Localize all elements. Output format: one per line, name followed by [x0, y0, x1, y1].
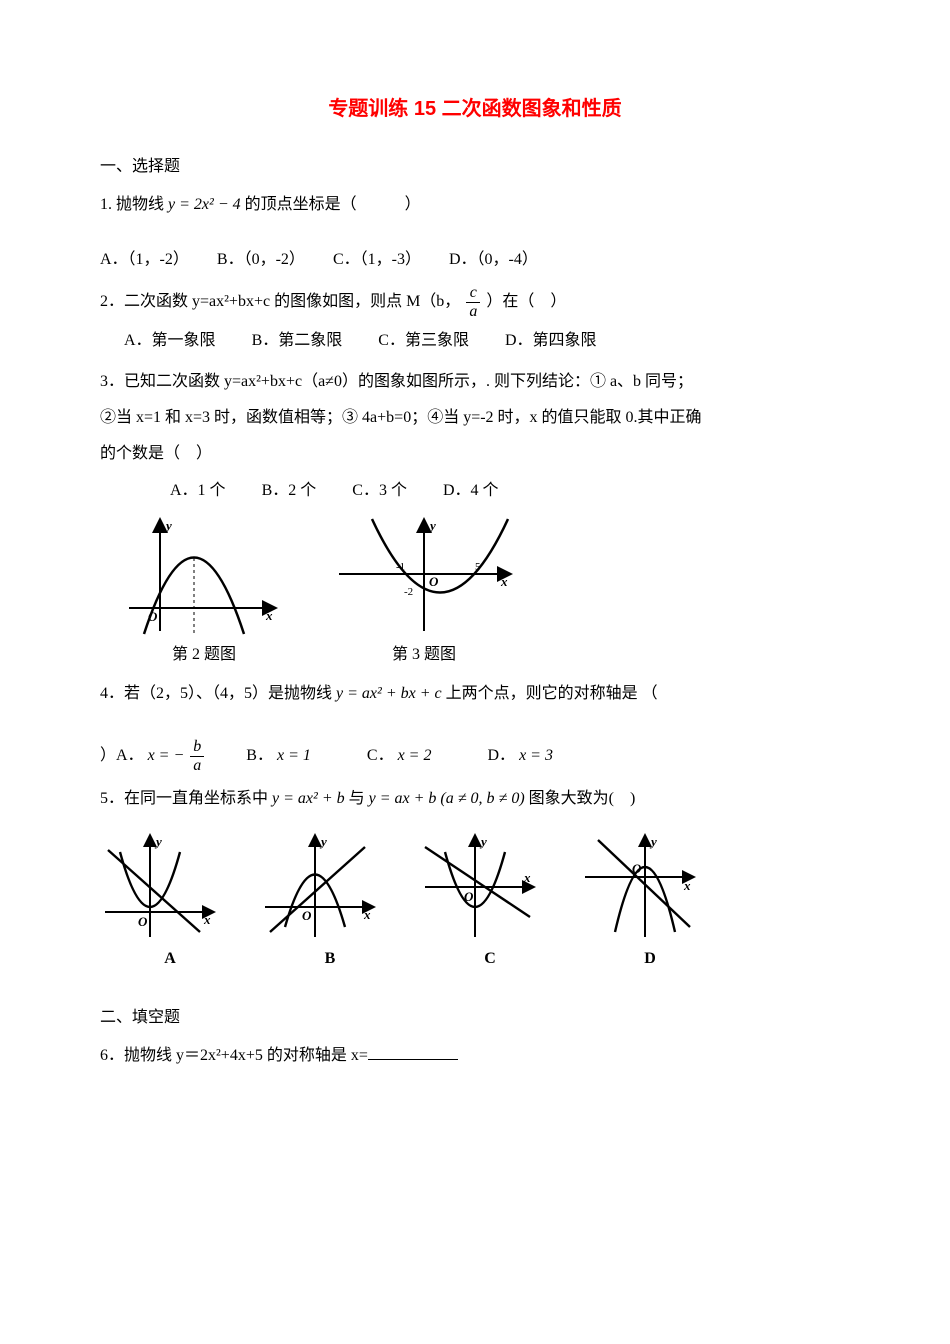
q5-b-label: B: [260, 944, 400, 974]
svg-text:x: x: [683, 878, 691, 893]
q4-line2-pre: ）A．: [100, 747, 144, 764]
q5-stem-pre: 5．在同一直角坐标系中: [100, 790, 272, 807]
svg-text:O: O: [429, 574, 439, 589]
q1-choices: A．（1，-2） B．（0，-2） C．（1，-3） D．（0，-4）: [100, 245, 850, 275]
svg-text:5: 5: [475, 561, 481, 573]
fig2-caption: 第 2 题图: [124, 640, 284, 670]
q1-choice-d: D．（0，-4）: [449, 251, 538, 268]
q1-choice-c: C．（1，-3）: [333, 251, 413, 268]
q4-a-frac-num: b: [190, 739, 204, 757]
svg-text:x: x: [500, 574, 508, 589]
q1-choice-a: A．（1，-2）: [100, 251, 181, 268]
question-6: 6．抛物线 y＝2x²+4x+5 的对称轴是 x=: [100, 1041, 850, 1071]
section-1-heading: 一、选择题: [100, 152, 850, 182]
svg-text:O: O: [302, 908, 312, 923]
svg-text:y: y: [154, 834, 162, 849]
svg-text:O: O: [138, 914, 148, 929]
q5-option-d: y x O D: [580, 832, 720, 974]
q4-formula: y = ax² + bx + c: [336, 685, 442, 702]
q2-choices: A．第一象限 B．第二象限 C．第三象限 D．第四象限: [100, 326, 850, 356]
question-5: 5．在同一直角坐标系中 y = ax² + b 与 y = ax + b (a …: [100, 784, 850, 814]
q2-choice-d: D．第四象限: [505, 332, 597, 349]
q2-stem-post: ）在（ ）: [486, 293, 566, 310]
svg-text:y: y: [164, 518, 172, 533]
fig3-caption: 第 3 题图: [334, 640, 514, 670]
question-3-line2: ②当 x=1 和 x=3 时，函数值相等；③ 4a+b=0；④当 y=-2 时，…: [100, 403, 850, 433]
q5-option-c: y x O C: [420, 832, 560, 974]
svg-text:y: y: [479, 834, 487, 849]
q4-a-fraction: b a: [190, 739, 204, 774]
figure-q3: y x O -1 5 -2: [334, 516, 514, 636]
q6-stem: 6．抛物线 y＝2x²+4x+5 的对称轴是 x=: [100, 1047, 368, 1064]
svg-text:x: x: [203, 912, 211, 927]
q4-choice-d-label: D．: [488, 747, 516, 764]
figure-q2: y x O: [124, 516, 284, 636]
svg-text:O: O: [464, 889, 474, 904]
svg-text:x: x: [523, 870, 531, 885]
question-3-line3: 的个数是（ ）: [100, 439, 850, 469]
q1-stem-post: 的顶点坐标是（ ）: [245, 196, 421, 213]
q5-mid: 与: [349, 790, 369, 807]
q4-a-formula-pre: x = −: [148, 747, 185, 764]
q4-d-formula: x = 3: [519, 747, 553, 764]
q2-frac-den: a: [466, 303, 480, 320]
page-title: 专题训练 15 二次函数图象和性质: [100, 90, 850, 128]
svg-text:y: y: [428, 518, 436, 533]
q1-choice-b: B．（0，-2）: [217, 251, 297, 268]
question-4: 4．若（2，5）、（4，5）是抛物线 y = ax² + bx + c 上两个点…: [100, 679, 850, 709]
section-2-heading: 二、填空题: [100, 1003, 850, 1033]
q3-choice-d: D．4 个: [443, 482, 499, 499]
q2-choice-a: A．第一象限: [124, 332, 216, 349]
q4-b-formula: x = 1: [277, 747, 311, 764]
question-3-line1: 3．已知二次函数 y=ax²+bx+c（a≠0）的图象如图所示，. 则下列结论：…: [100, 367, 850, 397]
q5-c-label: C: [420, 944, 560, 974]
svg-text:x: x: [363, 907, 371, 922]
svg-text:y: y: [319, 834, 327, 849]
q5-a-label: A: [100, 944, 240, 974]
q1-stem-pre: 1. 抛物线: [100, 196, 168, 213]
q5-f2: y = ax + b (a ≠ 0, b ≠ 0): [369, 790, 525, 807]
svg-text:O: O: [148, 609, 158, 624]
q5-d-label: D: [580, 944, 720, 974]
q5-option-a: y x O A: [100, 832, 240, 974]
q4-choices: ）A． x = − b a B． x = 1 C． x = 2 D． x = 3: [100, 739, 850, 774]
question-1: 1. 抛物线 y = 2x² − 4 的顶点坐标是（ ）: [100, 190, 850, 220]
q5-option-b: y x O B: [260, 832, 400, 974]
q4-a-frac-den: a: [190, 757, 204, 774]
q2-stem-pre: 2．二次函数 y=ax²+bx+c 的图像如图，则点 M（b，: [100, 293, 460, 310]
question-2: 2．二次函数 y=ax²+bx+c 的图像如图，则点 M（b， c a ）在（ …: [100, 285, 850, 320]
q4-stem-post: 上两个点，则它的对称轴是 （: [446, 685, 658, 702]
figure-row: y x O y x O -1 5 -2: [124, 516, 850, 636]
q1-formula: y = 2x² − 4: [168, 196, 241, 213]
svg-text:-2: -2: [404, 586, 413, 598]
q5-stem-post: 图象大致为( ): [529, 790, 636, 807]
q2-frac-num: c: [466, 285, 480, 303]
q3-choice-a: A．1 个: [170, 482, 226, 499]
q4-choice-c-label: C．: [367, 747, 394, 764]
q4-stem-pre: 4．若（2，5）、（4，5）是抛物线: [100, 685, 336, 702]
svg-text:x: x: [265, 608, 273, 623]
q4-choice-b-label: B．: [246, 747, 273, 764]
q5-f1: y = ax² + b: [272, 790, 345, 807]
q2-choice-c: C．第三象限: [378, 332, 469, 349]
q4-c-formula: x = 2: [398, 747, 432, 764]
q5-option-figures: y x O A y x O B y x O C: [100, 832, 850, 974]
figure-captions: 第 2 题图 第 3 题图: [124, 640, 850, 670]
svg-text:O: O: [632, 861, 642, 876]
svg-text:-1: -1: [396, 561, 405, 573]
q2-fraction: c a: [466, 285, 480, 320]
svg-text:y: y: [649, 834, 657, 849]
q3-choices: A．1 个 B．2 个 C．3 个 D．4 个: [100, 476, 850, 506]
q2-choice-b: B．第二象限: [252, 332, 343, 349]
q3-choice-b: B．2 个: [262, 482, 317, 499]
q6-blank: [368, 1043, 458, 1060]
q3-choice-c: C．3 个: [352, 482, 407, 499]
